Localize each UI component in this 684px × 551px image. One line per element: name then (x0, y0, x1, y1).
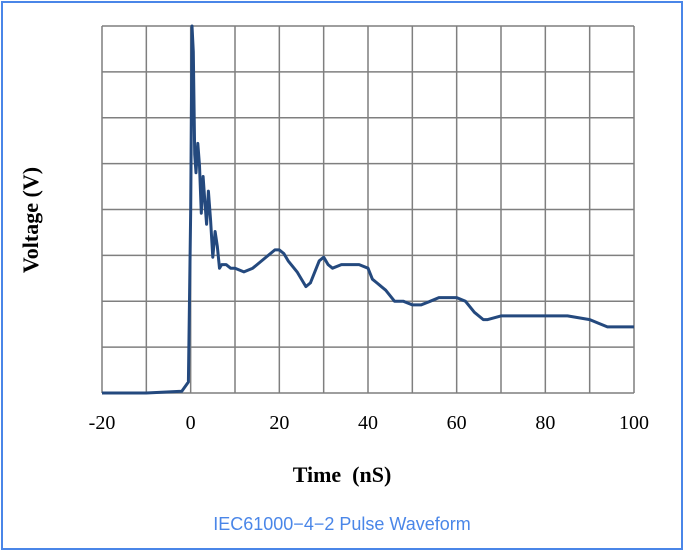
x-tick-label: -20 (89, 412, 116, 434)
y-axis-label: Voltage (V) (6, 90, 56, 350)
x-tick-label: 100 (619, 412, 649, 434)
x-tick-labels: -20 0 20 40 60 80 100 (89, 412, 649, 434)
pulse-waveform-line (102, 24, 634, 395)
x-tick-label: 80 (535, 412, 555, 434)
x-tick-label: 60 (447, 412, 467, 434)
x-tick-label: 20 (269, 412, 289, 434)
x-axis-label: Time (nS) (292, 462, 392, 487)
y-axis-label-text: Voltage (V) (18, 166, 43, 274)
x-tick-label: 0 (186, 412, 196, 434)
grid (101, 25, 635, 394)
x-tick-label: 40 (358, 412, 378, 434)
figure-caption: IEC61000−4−2 Pulse Waveform (213, 514, 471, 534)
